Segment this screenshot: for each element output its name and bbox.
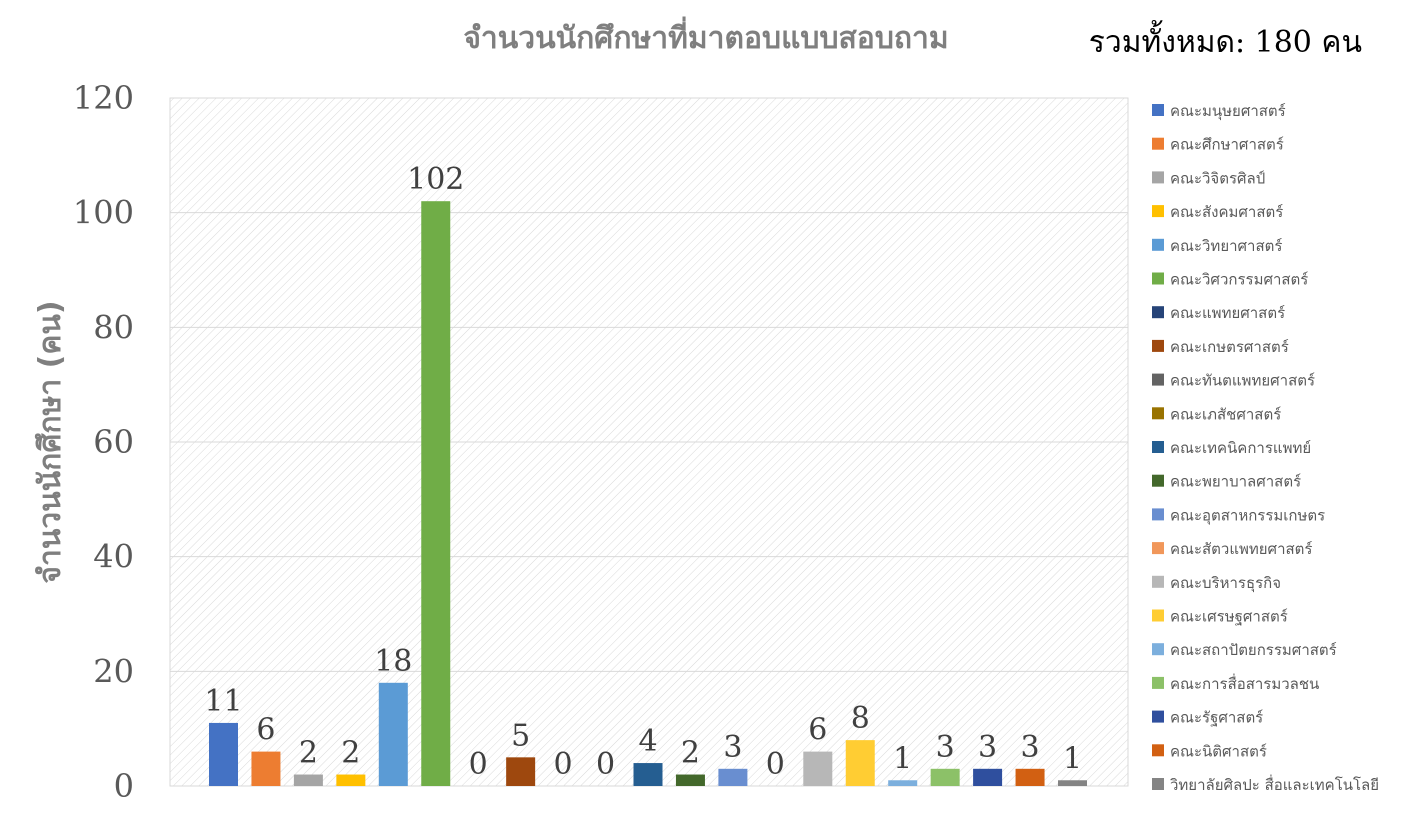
legend-entry: วิทยาลัยศิลปะ สื่อและเทคโนโลยี (1169, 774, 1379, 794)
legend-entry: คณะทันตแพทยศาสตร์ (1170, 372, 1315, 390)
legend-swatch (1152, 373, 1164, 386)
bars (209, 201, 1087, 786)
legend-entry: คณะบริหารธุรกิจ (1170, 574, 1281, 593)
legend-entry: คณะศึกษาศาสตร์ (1170, 136, 1284, 154)
data-label: 18 (374, 644, 412, 679)
data-label: 3 (978, 730, 997, 765)
legend-swatch (1152, 710, 1164, 723)
data-label: 3 (723, 730, 742, 765)
bar (336, 774, 366, 786)
data-label: 1 (893, 741, 912, 776)
legend-entry: คณะสัตวแพทยศาสตร์ (1170, 540, 1312, 558)
data-label: 4 (638, 724, 657, 759)
legend-swatch (1152, 339, 1164, 352)
y-tick-label: 100 (73, 194, 134, 232)
bar (421, 201, 451, 786)
data-label: 102 (407, 162, 464, 197)
legend-entry: คณะวิทยาศาสตร์ (1170, 237, 1282, 255)
y-axis-ticks: 0 20 40 60 80 100 120 (73, 79, 134, 805)
legend-swatch (1152, 542, 1164, 555)
legend-entry: คณะเกษตรศาสตร์ (1170, 338, 1289, 356)
y-tick-label: 0 (114, 767, 134, 805)
bar (506, 757, 536, 786)
legend-entry: คณะอุตสาหกรรมเกษตร (1170, 506, 1325, 525)
legend-entry: คณะเภสัชศาสตร์ (1170, 405, 1281, 423)
legend-swatch (1152, 609, 1164, 622)
y-tick-label: 120 (73, 79, 134, 117)
legend-entry: คณะเศรษฐศาสตร์ (1170, 608, 1288, 626)
legend-swatch (1152, 575, 1164, 588)
legend-entry: คณะพยาบาลศาสตร์ (1170, 473, 1301, 491)
gridlines (170, 97, 1128, 787)
data-label: 0 (596, 747, 615, 782)
legend-entry: คณะวิจิตรศิลป์ (1170, 169, 1265, 187)
legend-entry: คณะสถาปัตยกรรมศาสตร์ (1170, 641, 1337, 659)
legend-swatch (1152, 407, 1164, 420)
chart-title: จำนวนนักศึกษาที่มาตอบแบบสอบถาม (463, 16, 948, 56)
legend-entry: คณะนิติศาสตร์ (1170, 742, 1267, 760)
y-tick-label: 80 (93, 308, 134, 346)
legend-swatch (1152, 272, 1164, 285)
legend-swatch (1152, 778, 1164, 790)
legend-swatch (1152, 205, 1164, 218)
legend-swatch (1152, 441, 1164, 453)
data-label: 2 (341, 736, 360, 771)
y-tick-label: 20 (93, 652, 134, 690)
total-label: รวมทั้งหมด: 180 คน (1089, 20, 1362, 60)
legend-swatch (1152, 744, 1164, 757)
y-axis-label: จำนวนนักศึกษา (คน) (33, 300, 68, 583)
legend-swatch (1152, 474, 1164, 487)
legend-swatch (1152, 238, 1164, 251)
bar (293, 774, 323, 786)
legend-entry: คณะรัฐศาสตร์ (1170, 709, 1263, 727)
bar (1015, 768, 1045, 786)
bar (845, 740, 875, 786)
bar (888, 780, 918, 786)
legend-entry: คณะแพทยศาสตร์ (1170, 304, 1285, 322)
legend-swatch (1152, 171, 1164, 184)
data-label: 6 (808, 713, 827, 748)
legend-swatch (1152, 104, 1164, 116)
y-tick-label: 60 (93, 423, 134, 461)
data-label: 2 (681, 736, 700, 771)
data-label: 0 (554, 747, 573, 782)
data-label: 2 (299, 736, 318, 771)
data-label: 0 (469, 747, 488, 782)
bar (209, 722, 238, 786)
y-tick-label: 40 (93, 538, 134, 576)
data-label: 8 (851, 701, 870, 736)
legend-swatch (1152, 508, 1164, 521)
legend-entry: คณะการสื่อสารมวลชน (1170, 673, 1319, 693)
bar (803, 751, 833, 786)
legend-entry: คณะวิศวกรรมศาสตร์ (1170, 271, 1308, 289)
bar (1058, 780, 1087, 786)
data-label: 6 (256, 713, 275, 748)
bar (633, 763, 663, 786)
bar (378, 682, 408, 786)
bar (251, 751, 281, 786)
legend-entry: คณะมนุษยศาสตร์ (1170, 102, 1286, 121)
legend-swatch (1152, 676, 1164, 689)
data-label: 3 (1021, 730, 1040, 765)
legend-swatch (1152, 306, 1164, 319)
bar (930, 768, 960, 786)
bar (973, 768, 1003, 786)
data-label: 11 (204, 684, 242, 719)
data-label: 1 (1063, 741, 1082, 776)
legend: คณะมนุษยศาสตร์คณะศึกษาศาสตร์คณะวิจิตรศิล… (1152, 102, 1379, 794)
data-label: 0 (766, 747, 785, 782)
legend-swatch (1152, 643, 1164, 656)
legend-entry: คณะเทคนิคการแพทย์ (1170, 439, 1311, 457)
data-label: 5 (511, 718, 530, 753)
legend-swatch (1152, 137, 1164, 150)
bar (718, 768, 748, 786)
bar (675, 774, 705, 786)
data-label: 3 (936, 730, 955, 765)
legend-entry: คณะสังคมศาสตร์ (1170, 203, 1283, 221)
